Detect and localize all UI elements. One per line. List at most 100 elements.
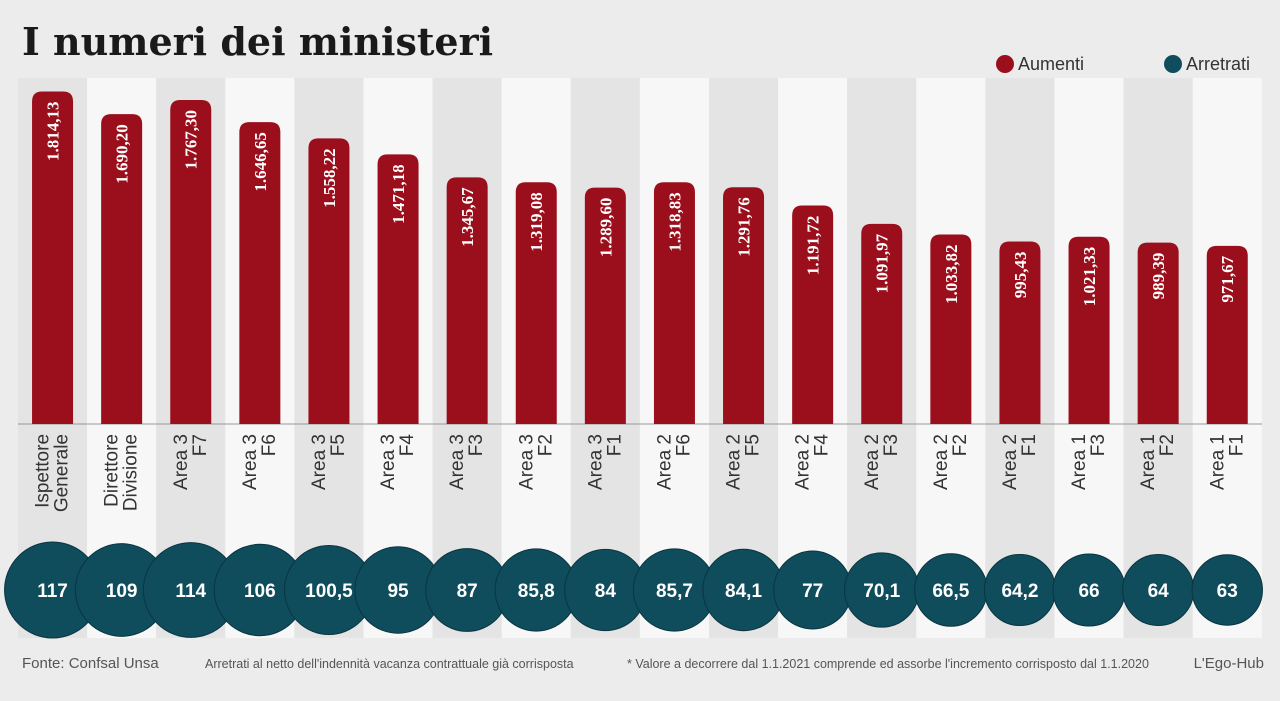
- category-label: F7: [190, 434, 211, 456]
- category-label: F6: [259, 434, 280, 456]
- aumenti-bar: [792, 205, 834, 424]
- category-label: F3: [881, 434, 902, 456]
- category-label: F5: [328, 434, 349, 456]
- aumenti-bar: [1068, 236, 1110, 424]
- category-label: Area 3: [447, 434, 468, 490]
- category-label: Area 3: [516, 434, 537, 490]
- legend-aumenti-swatch: [996, 55, 1014, 73]
- aumenti-value-label: 1.289,60: [596, 198, 615, 258]
- category-label: Area 2: [793, 434, 814, 490]
- arretrati-value-label: 106: [244, 581, 276, 602]
- category-label: F3: [1088, 434, 1109, 456]
- column-stripes: [18, 78, 1262, 638]
- category-label: Area 3: [585, 434, 606, 490]
- legend: Aumenti Arretrati: [996, 54, 1250, 74]
- aumenti-bar: [446, 177, 488, 424]
- aumenti-bar: [930, 234, 972, 424]
- aumenti-value-label: 1.021,33: [1080, 247, 1099, 307]
- aumenti-value-label: 995,43: [1011, 252, 1030, 299]
- arretrati-value-label: 85,7: [656, 581, 693, 602]
- aumenti-value-label: 1.318,83: [665, 192, 684, 252]
- aumenti-bar: [1137, 242, 1179, 424]
- category-label: Area 1: [1207, 434, 1228, 490]
- category-label: Area 3: [309, 434, 330, 490]
- chart-title: I numeri dei ministeri: [22, 19, 493, 64]
- category-label: F5: [743, 434, 764, 456]
- category-label: F3: [466, 434, 487, 456]
- arretrati-value-label: 64: [1148, 581, 1170, 602]
- arretrati-value-label: 95: [387, 581, 409, 602]
- category-label: Area 2: [724, 434, 745, 490]
- aumenti-bar: [170, 100, 212, 425]
- aumenti-value-label: 1.291,76: [735, 197, 754, 257]
- category-label: Area 3: [171, 434, 192, 490]
- category-label: F2: [535, 434, 556, 456]
- category-label: F2: [1157, 434, 1178, 456]
- aumenti-value-label: 1.690,20: [113, 124, 132, 184]
- category-label: Area 2: [862, 434, 883, 490]
- arretrati-value-label: 70,1: [863, 581, 900, 602]
- arretrati-value-label: 100,5: [305, 581, 353, 602]
- aumenti-value-label: 989,39: [1149, 253, 1168, 300]
- aumenti-value-label: 1.319,08: [527, 192, 546, 252]
- category-label: Area 3: [378, 434, 399, 490]
- category-label: F6: [673, 434, 694, 456]
- aumenti-value-label: 1.767,30: [182, 110, 201, 170]
- category-label: Divisione: [121, 434, 142, 511]
- aumenti-value-label: 1.558,22: [320, 148, 339, 208]
- aumenti-bar: [377, 154, 419, 424]
- arretrati-value-label: 66,5: [932, 581, 969, 602]
- category-label: Area 2: [654, 434, 675, 490]
- aumenti-value-label: 1.814,13: [44, 101, 63, 161]
- footer: Fonte: Confsal Unsa Arretrati al netto d…: [22, 655, 1264, 672]
- footer-credit: L'Ego-Hub: [1194, 655, 1264, 672]
- category-label: F4: [812, 434, 833, 457]
- arretrati-value-label: 63: [1217, 581, 1238, 602]
- aumenti-value-label: 1.033,82: [942, 245, 961, 305]
- arretrati-value-label: 85,8: [518, 581, 555, 602]
- category-label: Generale: [52, 434, 73, 512]
- aumenti-bars: [32, 91, 1248, 425]
- category-label: Ispettore: [33, 434, 54, 508]
- arretrati-value-label: 66: [1078, 581, 1099, 602]
- category-label: Area 2: [1000, 434, 1021, 490]
- arretrati-value-label: 109: [106, 581, 138, 602]
- footer-note-arretrati: Arretrati al netto dell'indennità vacanz…: [205, 657, 574, 671]
- category-label: F1: [604, 434, 625, 456]
- aumenti-value-label: 1.345,67: [458, 187, 477, 247]
- aumenti-value-label: 1.091,97: [873, 233, 892, 293]
- aumenti-bar: [515, 182, 557, 424]
- category-label: F2: [950, 434, 971, 456]
- arretrati-bubble: [1191, 554, 1263, 626]
- category-label: F1: [1019, 434, 1040, 456]
- aumenti-bar: [32, 91, 74, 424]
- category-label: Area 1: [1138, 434, 1159, 490]
- legend-arretrati-swatch: [1164, 55, 1182, 73]
- footer-note-valore: * Valore a decorrere dal 1.1.2021 compre…: [627, 657, 1149, 671]
- category-label: Area 1: [1069, 434, 1090, 490]
- aumenti-bar: [653, 182, 695, 424]
- arretrati-value-label: 87: [457, 581, 478, 602]
- aumenti-bar: [584, 187, 626, 424]
- arretrati-value-labels: 117 109 114 106 100,5 95 87 85,8 84 85,7 84,1 77 70,…: [37, 581, 1238, 602]
- legend-arretrati-label: Arretrati: [1186, 54, 1250, 74]
- category-label: Area 3: [240, 434, 261, 490]
- category-label: Area 2: [931, 434, 952, 490]
- category-label: F1: [1226, 434, 1247, 456]
- aumenti-value-label: 971,67: [1218, 255, 1237, 302]
- category-label: F4: [397, 434, 418, 457]
- arretrati-value-label: 84: [595, 581, 617, 602]
- aumenti-value-label: 1.191,72: [804, 216, 823, 276]
- arretrati-value-label: 114: [175, 581, 206, 602]
- aumenti-bar: [1206, 245, 1248, 424]
- aumenti-value-label: 1.471,18: [389, 164, 408, 224]
- arretrati-value-label: 77: [802, 581, 823, 602]
- aumenti-bar: [308, 138, 350, 424]
- arretrati-value-label: 84,1: [725, 581, 762, 602]
- aumenti-bar: [861, 223, 903, 424]
- aumenti-bar: [723, 187, 765, 424]
- aumenti-bar: [999, 241, 1041, 424]
